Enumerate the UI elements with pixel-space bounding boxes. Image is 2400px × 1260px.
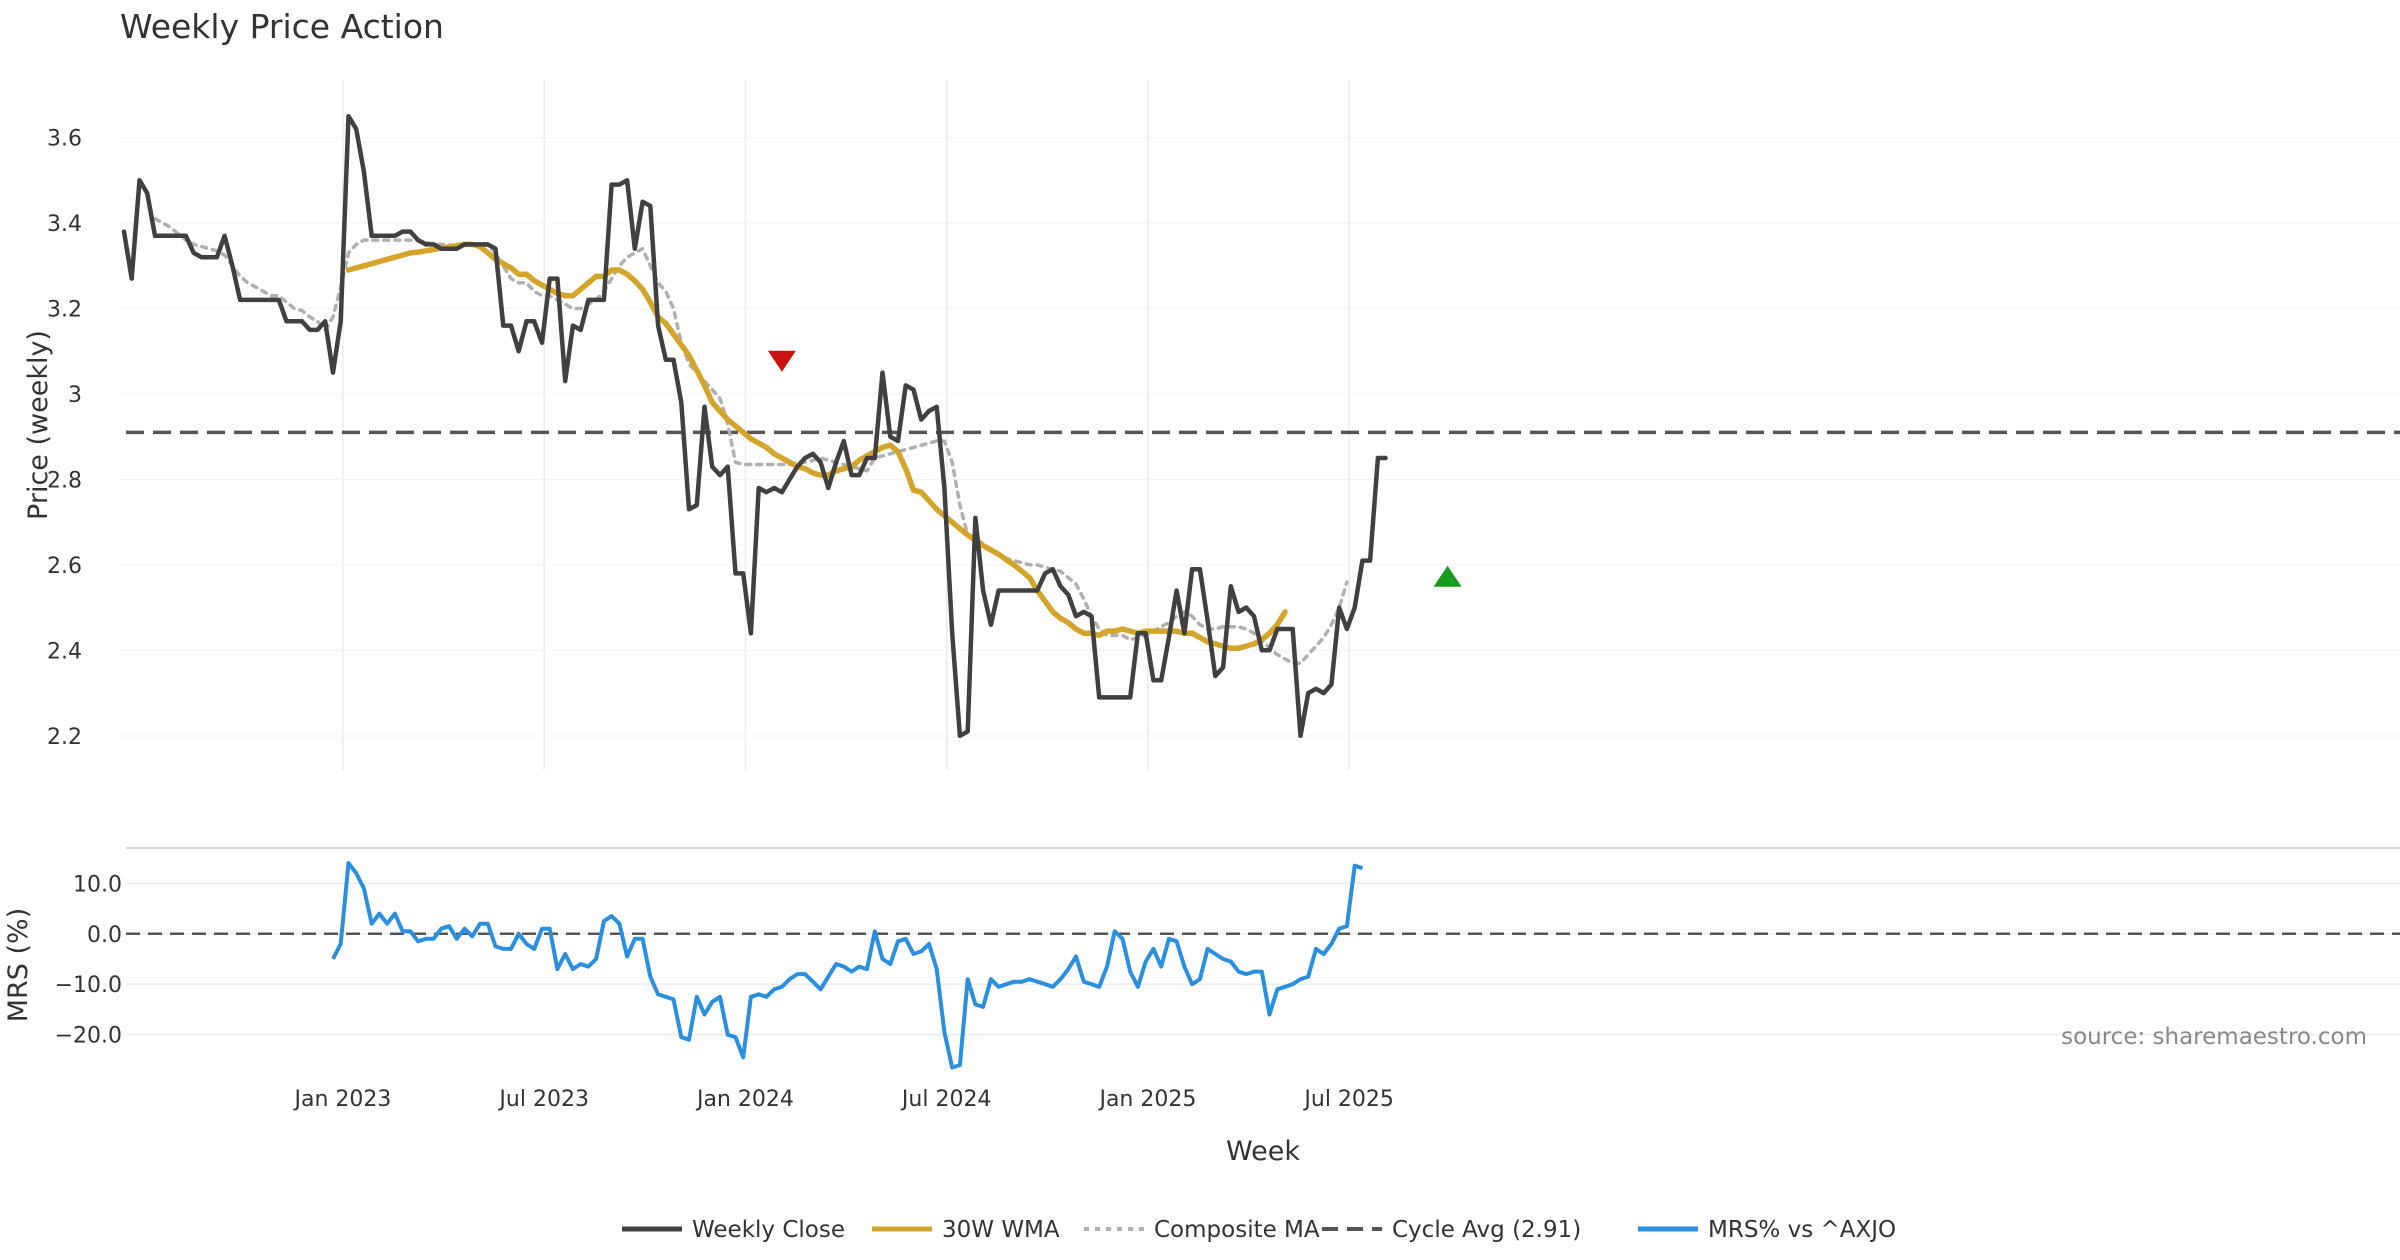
sell-signal-marker bbox=[767, 350, 796, 372]
mrs-y-ticks: 10.0 0.0 −10.0 −20.0 bbox=[55, 872, 122, 1048]
price-panel-grid bbox=[120, 80, 2400, 770]
price-y-axis-label: Price (weekly) bbox=[23, 330, 54, 520]
wma-30w-line bbox=[345, 241, 1288, 651]
mrs-y-tick-label: 0.0 bbox=[87, 923, 122, 948]
signal-markers bbox=[767, 350, 1462, 587]
price-y-tick-label: 2.6 bbox=[47, 554, 82, 579]
mrs-y-axis-label: MRS (%) bbox=[3, 908, 34, 1023]
x-tick-label: Jul 2025 bbox=[1302, 1087, 1394, 1112]
x-tick-label: Jan 2025 bbox=[1097, 1087, 1196, 1112]
legend-label: Composite MA bbox=[1154, 1217, 1320, 1243]
price-y-ticks: 3.6 3.4 3.2 3 2.8 2.6 2.4 2.2 bbox=[47, 127, 82, 750]
price-series-group bbox=[121, 113, 1388, 739]
price-y-tick-label: 3.4 bbox=[47, 212, 82, 237]
x-tick-label: Jan 2024 bbox=[695, 1087, 794, 1112]
legend-label: 30W WMA bbox=[942, 1217, 1060, 1243]
price-y-tick-label: 3 bbox=[68, 383, 82, 408]
chart-title: Weekly Price Action bbox=[120, 7, 444, 46]
mrs-panel-grid bbox=[126, 847, 2400, 1036]
chart-legend: Weekly Close 30W WMA Composite MA Cycle Avg… bbox=[622, 1217, 1896, 1243]
x-axis-label: Week bbox=[1226, 1136, 1300, 1167]
legend-label: Weekly Close bbox=[692, 1217, 845, 1243]
x-ticks: Jan 2023 Jul 2023 Jan 2024 Jul 2024 Jan 2025… bbox=[293, 1087, 1394, 1112]
weekly-close-line bbox=[121, 113, 1388, 739]
legend-label: MRS% vs ^AXJO bbox=[1708, 1217, 1896, 1243]
price-y-tick-label: 3.6 bbox=[47, 127, 82, 152]
source-note: source: sharemaestro.com bbox=[2061, 1024, 2367, 1050]
reference-lines bbox=[126, 430, 2400, 936]
x-tick-label: Jul 2024 bbox=[900, 1087, 992, 1112]
mrs-y-tick-label: −10.0 bbox=[55, 973, 122, 998]
price-y-tick-label: 2.2 bbox=[47, 725, 82, 750]
mrs-y-tick-label: 10.0 bbox=[73, 872, 122, 897]
mrs-y-tick-label: −20.0 bbox=[55, 1024, 122, 1049]
mrs-series-group bbox=[331, 861, 1364, 1070]
price-y-tick-label: 3.2 bbox=[47, 297, 82, 322]
x-tick-label: Jan 2023 bbox=[293, 1087, 392, 1112]
buy-signal-marker bbox=[1433, 565, 1462, 587]
price-y-tick-label: 2.4 bbox=[47, 639, 82, 664]
legend-label: Cycle Avg (2.91) bbox=[1392, 1217, 1581, 1243]
mrs-line bbox=[331, 861, 1364, 1070]
composite-ma-line bbox=[153, 216, 1349, 665]
price-y-tick-label: 2.8 bbox=[47, 468, 82, 493]
x-tick-label: Jul 2023 bbox=[497, 1087, 589, 1112]
